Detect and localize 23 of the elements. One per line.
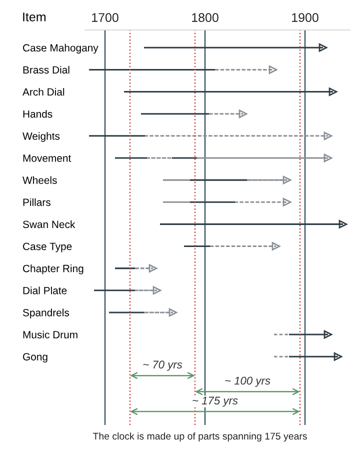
text: ~ 175 yrs	[192, 396, 238, 407]
text: The clock is made up of parts spanning 175 years	[92, 432, 307, 442]
annotation: ~ 70 yrs	[143, 360, 182, 371]
y-tick-label: Swan Neck	[22, 220, 76, 228]
y-tick-label: Pillars	[23, 198, 50, 206]
y-tick-label: Case Mahogany	[23, 44, 98, 54]
y-tick-label: Gong	[23, 353, 48, 363]
y-tick-label: Movement	[23, 154, 72, 162]
y-tick-label: Case Type	[23, 242, 72, 252]
y-tick-label: Brass Dial	[23, 66, 70, 74]
y-tick-label: Weights	[22, 132, 60, 142]
x-tick-label: 1800	[192, 13, 218, 22]
y-axis-title: Item	[23, 12, 46, 22]
y-tick-label: Wheels	[22, 176, 57, 184]
x-tick-label: 1700	[92, 13, 118, 22]
y-tick-label: Music Drum	[23, 330, 78, 338]
y-tick-label: Chapter Ring	[23, 264, 84, 274]
y-tick-label: Arch Dial	[22, 88, 64, 96]
y-tick-label: Spandrels	[22, 308, 70, 318]
y-tick-label: Hands	[23, 110, 52, 118]
text: ~ 100 yrs	[225, 376, 270, 387]
y-tick-label: Dial Plate	[23, 286, 67, 294]
x-tick-label: 1900	[292, 13, 318, 22]
